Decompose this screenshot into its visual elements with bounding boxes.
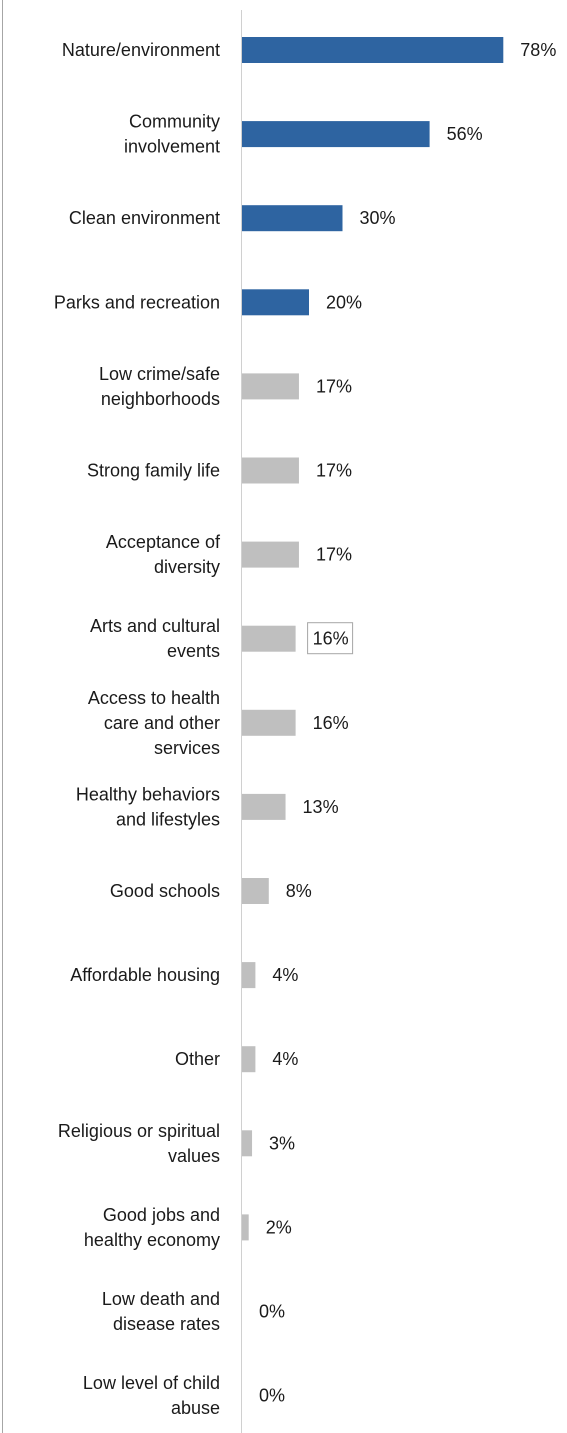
category-label: Clean environment <box>69 208 220 228</box>
bar-group: Acceptance of diversity 17% <box>106 532 352 577</box>
bar <box>242 962 256 989</box>
category-label: Other <box>175 1049 220 1069</box>
category-label-line: Religious or spiritual <box>58 1121 220 1141</box>
value-label: 16% <box>313 629 349 649</box>
bar-group: Low level of child abuse 0% <box>83 1373 285 1418</box>
bar <box>242 289 309 316</box>
bar-group: Clean environment 30% <box>69 205 396 232</box>
value-label: 0% <box>259 1302 285 1322</box>
category-label-line: Healthy behaviors <box>76 784 220 804</box>
value-label: 20% <box>326 292 362 312</box>
bar-group: Strong family life 17% <box>87 457 352 484</box>
category-label-line: disease rates <box>113 1314 220 1334</box>
value-label: 4% <box>272 1049 298 1069</box>
category-label: Healthy behaviors and lifestyles <box>76 784 220 829</box>
bar-group: Affordable housing 4% <box>70 962 298 989</box>
value-label: 17% <box>316 461 352 481</box>
bar <box>242 625 296 652</box>
value-label: 78% <box>520 40 556 60</box>
category-label: Good jobs and healthy economy <box>84 1205 220 1250</box>
category-label: Low level of child abuse <box>83 1373 220 1418</box>
bar <box>242 37 504 63</box>
value-label: 2% <box>266 1217 292 1237</box>
bar <box>242 793 286 820</box>
category-label: Acceptance of diversity <box>106 532 221 577</box>
bar <box>242 709 296 736</box>
category-label: Arts and cultural events <box>90 616 220 661</box>
bar-group: Access to health care and other services 16… <box>88 688 349 758</box>
bar <box>242 1130 253 1157</box>
value-label: 4% <box>272 965 298 985</box>
category-label-line: Access to health <box>88 688 220 708</box>
bar-group: Low death and disease rates 0% <box>102 1289 285 1334</box>
category-label-line: Parks and recreation <box>54 292 220 312</box>
category-label-line: care and other <box>104 713 220 733</box>
category-label: Parks and recreation <box>54 292 220 312</box>
bar-group: Nature/environment 78% <box>62 37 556 63</box>
category-label-line: neighborhoods <box>101 389 220 409</box>
bar-group: Community involvement 56% <box>124 112 483 157</box>
value-label: 3% <box>269 1133 295 1153</box>
bar-group: Parks and recreation 20% <box>54 289 362 316</box>
category-label: Affordable housing <box>70 965 220 985</box>
category-label-line: Good schools <box>110 881 220 901</box>
category-label-line: Clean environment <box>69 208 220 228</box>
category-label-line: Acceptance of <box>106 532 221 552</box>
bar-group: Good schools 8% <box>110 878 312 904</box>
category-label: Low crime/safe neighborhoods <box>99 364 220 409</box>
bar-group: Other 4% <box>175 1046 298 1073</box>
value-label: 0% <box>259 1386 285 1406</box>
category-label-line: diversity <box>154 557 220 577</box>
bar-group: Religious or spiritual values 3% <box>58 1121 295 1166</box>
bar <box>242 1214 249 1241</box>
category-label: Low death and disease rates <box>102 1289 220 1334</box>
bar <box>242 1046 256 1073</box>
category-label: Community involvement <box>124 112 220 157</box>
category-label-line: Low death and <box>102 1289 220 1309</box>
bar-group: Good jobs and healthy economy 2% <box>84 1205 292 1250</box>
category-label-line: Low crime/safe <box>99 364 220 384</box>
category-label-line: and lifestyles <box>116 809 220 829</box>
category-label: Good schools <box>110 881 220 901</box>
value-label: 13% <box>303 797 339 817</box>
bar <box>242 878 269 904</box>
category-label-line: events <box>167 641 220 661</box>
category-label-line: Affordable housing <box>70 965 220 985</box>
value-label: 8% <box>286 881 312 901</box>
category-label-line: services <box>154 738 220 758</box>
bar-group: Healthy behaviors and lifestyles 13% <box>76 784 339 829</box>
bar-group: Arts and cultural events 16% <box>90 616 354 661</box>
value-label: 16% <box>313 713 349 733</box>
bar-group: Low crime/safe neighborhoods 17% <box>99 364 352 409</box>
category-label-line: Community <box>129 112 220 132</box>
category-label: Nature/environment <box>62 40 220 60</box>
value-label-box <box>307 622 354 655</box>
value-label: 17% <box>316 376 352 396</box>
bar <box>242 121 430 148</box>
category-label-line: Nature/environment <box>62 40 220 60</box>
category-label-line: Other <box>175 1049 220 1069</box>
category-label-line: Arts and cultural <box>90 616 220 636</box>
category-label: Strong family life <box>87 461 220 481</box>
bar <box>242 205 343 232</box>
value-label: 17% <box>316 545 352 565</box>
value-label: 30% <box>360 208 396 228</box>
category-label-line: Strong family life <box>87 461 220 481</box>
category-label-line: involvement <box>124 137 220 157</box>
category-label-line: Low level of child <box>83 1373 220 1393</box>
category-label: Religious or spiritual values <box>58 1121 220 1166</box>
bars-layer: Nature/environment 78% Community involvemen… <box>54 37 556 1418</box>
bar <box>242 457 299 484</box>
bar <box>242 541 299 568</box>
bar <box>242 373 299 400</box>
category-label-line: Good jobs and <box>103 1205 220 1225</box>
value-label: 56% <box>447 124 483 144</box>
category-label-line: values <box>168 1146 220 1166</box>
category-label-line: abuse <box>171 1398 220 1418</box>
category-label-line: healthy economy <box>84 1230 220 1250</box>
category-label: Access to health care and other services <box>88 688 220 758</box>
